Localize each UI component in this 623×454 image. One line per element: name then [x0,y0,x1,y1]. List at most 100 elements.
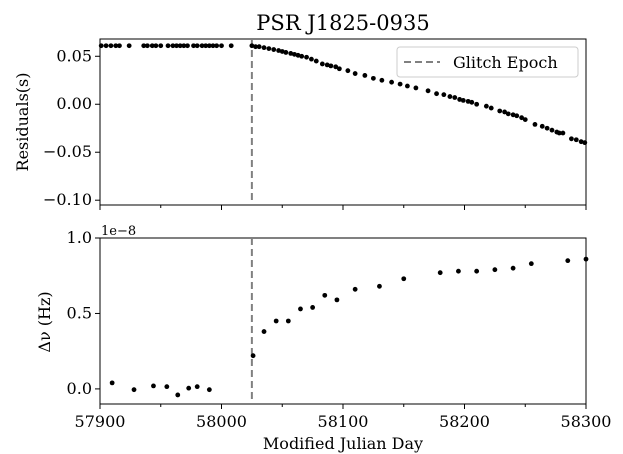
top-data-point [295,52,301,58]
bottom-data-point [310,305,316,310]
top-data-point [370,75,376,81]
top-data-point [336,66,342,72]
top-data-point [502,109,507,115]
top-data-point [441,92,447,98]
bottom-data-point [194,384,200,390]
bottom-data-point [474,268,480,274]
top-y-tick-label: −0.05 [43,142,92,161]
top-data-point [214,43,220,49]
top-data-point [483,103,489,109]
top-data-point [203,43,209,49]
top-data-point [144,43,150,49]
bottom-y-tick-label: 0.0 [67,379,92,398]
x-tick-label: 58200 [439,412,490,431]
legend-glitch-epoch-label: Glitch Epoch [453,53,558,72]
x-tick-label: 58100 [318,412,369,431]
legend: Glitch Epoch [396,46,579,78]
top-data-point [447,94,453,99]
top-data-point [292,51,297,57]
bottom-data-point [322,292,328,298]
top-data-point [256,44,262,50]
bottom-x-ticks: 57900 58000 58100 58200 58300 [75,404,611,431]
top-data-point [404,83,410,89]
top-data-point [532,121,538,127]
top-data-point [569,136,574,142]
top-data-point [98,43,104,49]
bottom-data-point [583,256,589,262]
top-data-point [345,68,351,74]
top-y-ticks: 0.05 0.00 −0.05 −0.10 [43,46,100,209]
top-data-point [505,111,511,117]
x-axis-label: Modified Julian Day [263,434,423,453]
top-data-point [266,46,272,51]
top-data-point [379,77,385,83]
bottom-data-point [164,384,170,390]
bottom-data-point [250,353,256,359]
top-data-point [177,43,183,49]
top-data-point [299,53,305,59]
top-data-point [283,50,289,55]
top-data-point [288,50,294,56]
x-tick-label: 58000 [196,412,247,431]
bottom-data-point [131,387,137,393]
bottom-data-point [175,392,181,398]
top-data-point [328,63,334,69]
bottom-data-point [186,385,192,391]
top-data-point [126,43,132,49]
top-data-point [304,54,309,60]
top-data-point [319,61,325,67]
top-data-point [309,56,314,62]
bottom-data-point [298,306,303,312]
top-data-point [324,62,330,68]
top-data-point [510,112,516,118]
x-tick-label: 57900 [75,412,126,431]
top-data-point [194,43,200,49]
top-data-point [185,43,190,49]
top-data-point [153,43,159,49]
top-data-point [460,98,466,103]
top-data-point [413,85,419,91]
top-data-point [117,43,122,49]
top-data-point [170,43,176,49]
top-data-point [469,99,475,105]
bottom-y-ticks: 0.0 0.5 1.0 [67,228,100,398]
top-data-point [158,43,164,49]
top-y-tick-label: 0.05 [56,46,92,65]
top-data-point [276,48,282,53]
top-y-tick-label: −0.10 [43,190,92,209]
bottom-y-tick-label: 1.0 [67,228,92,247]
top-y-axis-label: Residuals(s) [13,73,32,172]
bottom-data-point [109,380,115,386]
top-data-point [522,117,528,123]
top-data-point [514,113,520,119]
top-data-point [149,43,155,49]
bottom-data-point [151,383,156,389]
top-data-point [573,137,579,143]
top-residual-points [98,43,588,146]
top-data-point [271,47,277,52]
top-data-point [219,43,224,49]
bottom-data-point [352,286,358,292]
top-data-point [389,79,394,85]
bottom-plot-frame [99,237,587,405]
bottom-data-point [456,268,461,274]
top-data-point [210,43,216,49]
bottom-delta-nu-points [109,256,589,398]
top-data-point [199,43,205,49]
bottom-data-point [510,265,516,271]
bottom-data-point [401,276,407,282]
chart-title: PSR J1825-0935 [256,11,429,35]
top-data-point [352,71,358,76]
bottom-data-point [261,329,267,334]
bottom-data-point [334,297,340,303]
top-y-tick-label: 0.00 [56,94,92,113]
bottom-data-point [273,318,279,324]
top-data-point [261,45,267,51]
top-data-point [560,130,566,136]
legend-box [396,46,579,78]
top-data-point [397,81,403,87]
top-data-point [519,115,525,121]
top-data-point [549,127,555,133]
top-data-point [174,43,179,49]
